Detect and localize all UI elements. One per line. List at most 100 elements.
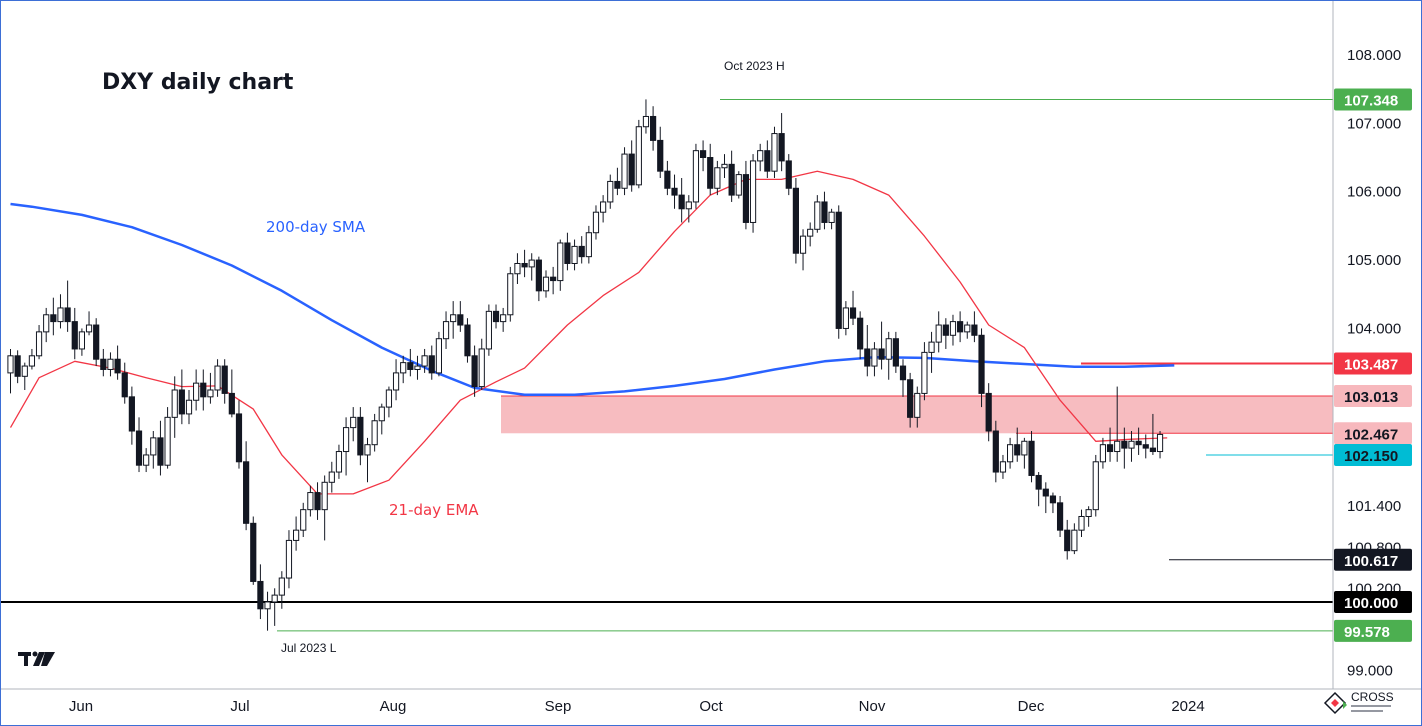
candle-body-down — [357, 416, 364, 456]
candle — [107, 352, 114, 377]
candle-body-down — [992, 430, 999, 473]
candle — [500, 307, 507, 332]
candle-body-down — [650, 115, 657, 141]
candle — [157, 420, 164, 476]
price-badge: 103.013 — [1334, 384, 1412, 407]
low-annotation: Jul 2023 L — [281, 641, 337, 655]
candle-body-down — [657, 139, 664, 172]
candle-body-down — [1049, 495, 1057, 504]
candle — [557, 239, 564, 291]
candle — [949, 314, 957, 346]
candle — [1064, 519, 1071, 560]
candle-body-down — [235, 413, 243, 463]
candle — [935, 311, 942, 353]
candle — [85, 311, 93, 336]
candle — [542, 270, 550, 298]
candle-body-up — [714, 167, 721, 189]
candle-body-down — [243, 461, 250, 524]
candle-body-up — [414, 365, 421, 370]
candle-body-down — [71, 321, 78, 350]
candle — [143, 448, 150, 473]
candle — [564, 232, 571, 271]
candle — [271, 588, 278, 626]
candle-body-down — [407, 362, 414, 370]
candle-body-up — [207, 389, 214, 398]
candle-body-up — [285, 539, 293, 579]
tradingview-logo-icon[interactable] — [18, 651, 55, 667]
candle — [635, 119, 642, 189]
candle — [1007, 437, 1014, 469]
candle-body-up — [1114, 440, 1121, 453]
candle-body-up — [749, 160, 757, 223]
candle-body-up — [185, 399, 193, 415]
candle-body-up — [757, 150, 764, 162]
candle-body-down — [942, 324, 949, 336]
candle-body-up — [78, 331, 86, 350]
candle — [421, 348, 428, 373]
candle — [821, 191, 828, 230]
candle — [257, 564, 264, 620]
candle — [307, 485, 314, 517]
candle-body-down — [971, 324, 978, 336]
candle — [328, 461, 335, 493]
candle-body-up — [621, 153, 628, 189]
candle-body-down — [778, 133, 785, 162]
candle-body-down — [1142, 444, 1149, 449]
price-badge-bg — [1334, 422, 1412, 445]
candle-body-up — [342, 427, 350, 453]
candle-body-up — [542, 276, 550, 292]
candle-body-up — [392, 372, 400, 391]
price-badge: 100.617 — [1334, 548, 1412, 571]
candle — [57, 294, 64, 329]
candle — [435, 331, 442, 377]
candle — [193, 369, 200, 411]
candle-body-up — [400, 362, 407, 374]
candle-body-down — [821, 201, 828, 223]
candle — [93, 318, 100, 367]
candle-body-up — [807, 228, 814, 237]
candle — [335, 444, 343, 479]
candle — [1135, 427, 1142, 455]
candle-body-up — [150, 437, 157, 456]
candle — [899, 359, 907, 397]
candle — [964, 321, 971, 339]
candle — [928, 331, 935, 373]
price-badge: 102.150 — [1334, 443, 1412, 466]
candle-body-up — [328, 471, 335, 483]
candle-body-up — [143, 454, 150, 466]
candle-body-down — [1135, 440, 1142, 446]
candle-body-up — [949, 321, 957, 336]
candle — [778, 113, 785, 172]
candle — [21, 362, 28, 390]
candle-body-down — [50, 314, 57, 323]
candle-body-down — [135, 430, 143, 466]
watermark-logo-icon: CROSS — [1323, 690, 1394, 715]
price-badge: 103.487 — [1334, 352, 1412, 375]
candle — [999, 454, 1007, 479]
candle — [807, 222, 814, 247]
candle-body-down — [671, 187, 678, 196]
candle-body-up — [371, 420, 378, 446]
candle-body-down — [1121, 440, 1128, 449]
candle-body-down — [628, 153, 635, 186]
candle — [392, 359, 400, 401]
candle — [842, 301, 849, 336]
candle-body-up — [642, 115, 650, 128]
candle — [528, 253, 535, 281]
candle — [171, 376, 178, 438]
candle — [385, 386, 393, 418]
candle — [100, 348, 107, 377]
candle — [835, 205, 842, 339]
candle-body-down — [849, 307, 857, 319]
x-tick-label: Jul — [230, 698, 249, 715]
candle — [485, 304, 492, 356]
candle — [1092, 454, 1099, 517]
candle — [414, 355, 421, 380]
candle-body-up — [928, 341, 935, 353]
candle-body-up — [364, 444, 371, 456]
candle — [478, 338, 485, 390]
candle-body-up — [107, 358, 114, 370]
candle-body-down — [100, 358, 107, 370]
